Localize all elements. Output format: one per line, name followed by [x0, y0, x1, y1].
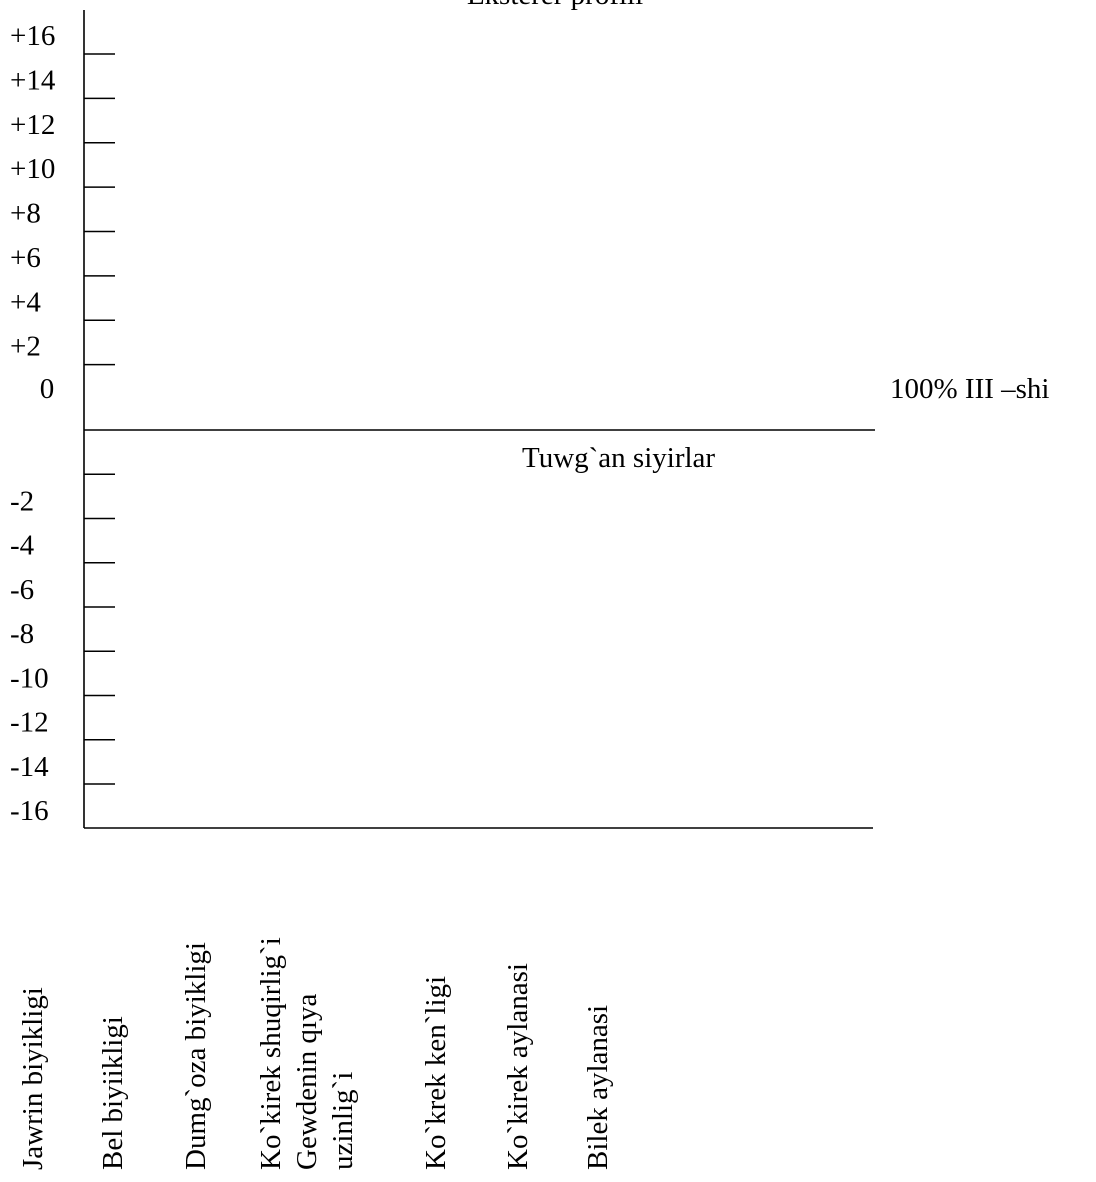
y-tick-label: 0 [40, 373, 55, 405]
chart-title: Eksterer profili [467, 0, 643, 11]
annotation: Tuwg`an siyirlar [522, 442, 715, 474]
y-tick-label: -14 [10, 751, 49, 783]
y-tick-label: -2 [10, 485, 34, 517]
x-category-label: Jawrin biyikligi [17, 987, 49, 1170]
y-tick-label: -10 [10, 662, 49, 694]
y-tick-label: +2 [10, 331, 41, 363]
y-tick-label: +10 [10, 153, 55, 185]
y-tick-label: +14 [10, 64, 56, 96]
x-category-label: Gewdenin qıya [291, 994, 323, 1170]
x-category-label: Bilek aylanasi [582, 1005, 614, 1170]
annotation: 100% III –shi [890, 373, 1049, 405]
y-tick-label: -4 [10, 530, 35, 562]
y-tick-label: -6 [10, 574, 34, 606]
x-category-label: Ko`krek ken`ligi [420, 976, 452, 1170]
x-category-label: uzinlig`i [327, 1072, 359, 1170]
y-tick-label: +16 [10, 20, 55, 52]
x-category-label: Dumg`oza biyikligi [180, 942, 212, 1170]
y-tick-label: +8 [10, 198, 41, 230]
y-tick-label: -16 [10, 795, 49, 827]
x-category-label: Ko`kirek aylanasi [502, 963, 534, 1170]
x-category-label: Ko`kirek shuqirlig`i [255, 937, 287, 1170]
x-category-label: Bel biyiikligi [97, 1016, 129, 1170]
y-tick-label: +4 [10, 286, 41, 318]
y-tick-label: -8 [10, 618, 34, 650]
y-tick-label: -12 [10, 707, 49, 739]
y-tick-label: +6 [10, 242, 41, 274]
y-tick-label: +12 [10, 109, 55, 141]
